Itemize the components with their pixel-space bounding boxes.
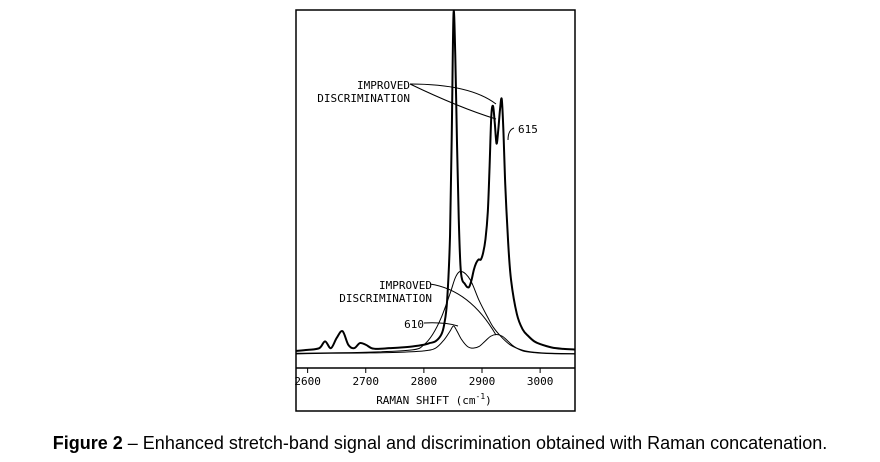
x-tick-label-2600: 2600 <box>294 375 321 388</box>
x-tick-label-2800: 2800 <box>411 375 438 388</box>
x-axis-label: RAMAN SHIFT (cm-1) <box>376 392 492 407</box>
leader-line-2 <box>507 127 515 141</box>
x-axis-label-close: ) <box>485 394 492 407</box>
annotation-line: 615 <box>518 123 538 136</box>
leader-line-1 <box>409 83 497 120</box>
x-tick-label-2900: 2900 <box>469 375 496 388</box>
annotation-line: IMPROVED <box>379 279 432 292</box>
leader-line-0 <box>409 83 497 105</box>
annotation-line: DISCRIMINATION <box>317 92 410 105</box>
annotation-ann-bottom: IMPROVED DISCRIMINATION <box>339 279 432 305</box>
caption-separator: – <box>122 433 143 453</box>
x-axis-label-sup: -1 <box>476 392 486 401</box>
x-ticks: 2600 2700 2800 2900 3000 <box>294 368 553 388</box>
x-tick-label-3000: 3000 <box>527 375 554 388</box>
figure-caption: Figure 2 – Enhanced stretch-band signal … <box>0 433 880 454</box>
annotation-ann-610: 610 <box>404 318 424 331</box>
annotation-line: DISCRIMINATION <box>339 292 432 305</box>
series-line-615 <box>295 10 576 352</box>
x-axis-label-main: RAMAN SHIFT (cm <box>376 394 476 407</box>
series-group <box>295 10 576 355</box>
leader-line-4 <box>423 322 459 327</box>
series-line-envelope-2 <box>295 270 576 355</box>
caption-text: Enhanced stretch-band signal and discrim… <box>142 433 828 453</box>
plot-frame <box>295 9 576 412</box>
annotation-line: 610 <box>404 318 424 331</box>
annotation-ann-615: 615 <box>518 123 538 136</box>
leader-line-3 <box>429 283 497 336</box>
annotation-leaders <box>409 83 515 336</box>
annotation-line: IMPROVED <box>357 79 410 92</box>
caption-label: Figure 2 <box>52 433 123 453</box>
raman-spectrum-figure: 2600 2700 2800 2900 3000 IMPROVED DISCRIMINAT… <box>294 9 576 412</box>
annotation-ann-top: IMPROVED DISCRIMINATION <box>317 79 410 105</box>
x-tick-label-2700: 2700 <box>353 375 380 388</box>
